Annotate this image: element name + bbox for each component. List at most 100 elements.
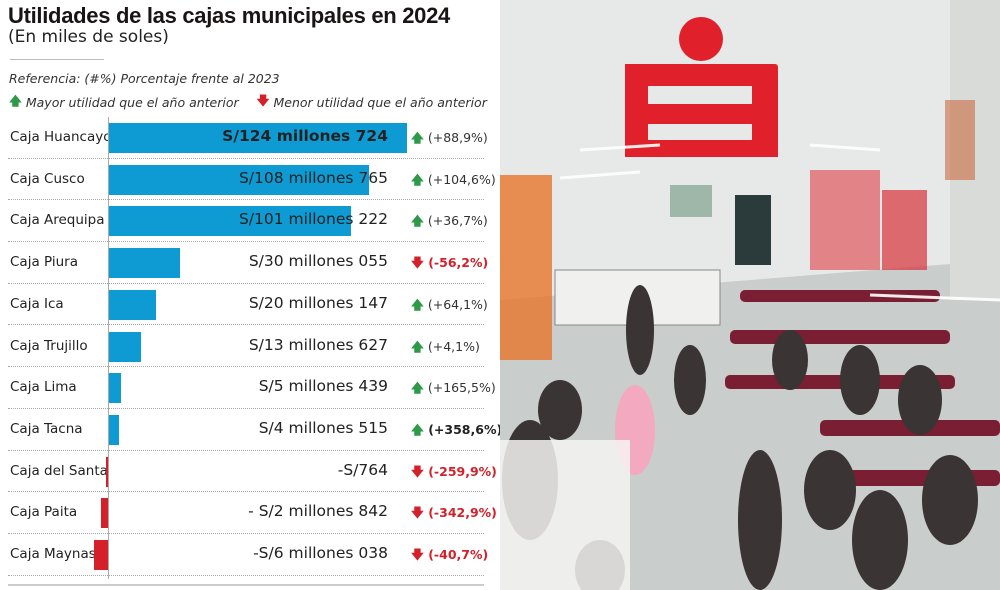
- change-label: 🡅 (+36,7%): [411, 212, 488, 233]
- row-separator: [8, 157, 484, 159]
- arrow-down-icon: 🡇: [411, 547, 424, 562]
- row-separator: [8, 491, 484, 493]
- photo-illustration: [500, 0, 1000, 590]
- arrow-up-icon: 🡅: [411, 130, 424, 145]
- category-label: Caja Maynas: [10, 546, 96, 562]
- bar-row: Caja del Santa -S/764 🡇 (-259,9%): [0, 451, 497, 493]
- bar: [108, 373, 122, 404]
- value-label: -S/764: [337, 460, 388, 479]
- change-label: 🡅 (+104,6%): [411, 171, 496, 192]
- value-label: S/5 millones 439: [258, 377, 388, 396]
- bank-logo: [625, 17, 778, 157]
- bar-row: Caja Piura S/30 millones 055 🡇 (-56,2%): [0, 242, 488, 284]
- row-separator: [8, 532, 484, 534]
- category-label: Caja Tacna: [10, 420, 83, 437]
- change-value: (+36,7%): [427, 213, 488, 229]
- arrow-up-icon: 🡅: [411, 338, 424, 354]
- bottom-rule: [8, 584, 484, 586]
- bar: [101, 498, 108, 529]
- value-label: -S/6 millones 038: [253, 544, 388, 562]
- change-label: 🡅 (+165,5%): [411, 379, 496, 400]
- legend-up-label: Mayor utilidad que el año anterior: [25, 95, 239, 110]
- row-separator: [8, 324, 484, 326]
- change-label: 🡅 (+88,9%): [411, 129, 488, 150]
- bar-row: Caja Tacna S/4 millones 515 🡅 (+358,6%): [0, 409, 502, 451]
- bar-row: Caja Ica S/20 millones 147 🡅 (+64,1%): [0, 284, 488, 326]
- bar: [108, 206, 351, 237]
- change-value: (-342,9%): [428, 505, 497, 521]
- divider: [10, 59, 104, 60]
- category-label: Caja Arequipa: [10, 212, 105, 229]
- value-label: S/101 millones 222: [238, 210, 388, 229]
- bar: [108, 414, 119, 445]
- bar-row: Caja Arequipa S/101 millones 222 🡅 (+36,…: [0, 200, 488, 243]
- reference-note: Referencia: (#%) Porcentaje frente al 20…: [9, 71, 280, 86]
- bar: [106, 456, 108, 487]
- change-value: (+88,9%): [427, 130, 488, 145]
- arrow-up-icon: 🡅: [411, 380, 424, 396]
- row-separator: [8, 282, 484, 284]
- change-label: 🡇 (-259,9%): [411, 463, 497, 484]
- change-value: (-40,7%): [428, 547, 489, 562]
- category-label: Caja Piura: [10, 254, 78, 271]
- legend-down-label: Menor utilidad que el año anterior: [273, 95, 487, 110]
- bar: [108, 331, 141, 362]
- arrow-up-icon: 🡅: [411, 171, 424, 187]
- value-label: S/13 millones 627: [248, 335, 388, 354]
- change-label: 🡅 (+64,1%): [411, 296, 488, 317]
- arrow-up-icon: 🡅: [411, 213, 424, 229]
- row-separator: [8, 241, 484, 243]
- arrow-down-icon: 🡇: [256, 93, 270, 108]
- arrow-up-icon: 🡅: [411, 421, 424, 437]
- bar-row: Caja Paita - S/2 millones 842 🡇 (-342,9%…: [0, 492, 497, 534]
- row-separator: [8, 449, 484, 451]
- value-label: S/4 millones 515: [258, 418, 388, 437]
- bar: [93, 540, 108, 570]
- category-label: Caja Ica: [10, 295, 64, 312]
- change-value: (-259,9%): [428, 463, 497, 479]
- chart-title: Utilidades de las cajas municipales en 2…: [8, 3, 450, 28]
- row-separator: [8, 574, 484, 576]
- bar: [108, 248, 181, 279]
- chart-panel: Utilidades de las cajas municipales en 2…: [0, 3, 503, 586]
- change-value: (-56,2%): [428, 255, 489, 271]
- arrow-up-icon: 🡅: [411, 296, 424, 312]
- row-separator: [8, 407, 484, 409]
- change-value: (+104,6%): [427, 171, 496, 187]
- category-label: Caja Lima: [10, 379, 77, 396]
- value-label: - S/2 millones 842: [248, 502, 388, 521]
- arrow-down-icon: 🡇: [411, 255, 424, 271]
- legend: 🡅 Mayor utilidad que el año anterior 🡇 M…: [9, 92, 487, 113]
- change-value: (+165,5%): [427, 380, 496, 396]
- bar-row: Caja Maynas -S/6 millones 038 🡇 (-40,7%): [0, 534, 488, 576]
- change-label: 🡇 (-40,7%): [411, 546, 488, 567]
- arrow-up-icon: 🡅: [9, 93, 22, 108]
- bar-row: Caja Trujillo S/13 millones 627 🡅 (+4,1%…: [0, 326, 484, 368]
- category-label: Caja Paita: [10, 504, 78, 521]
- chart-subtitle: (En miles de soles): [8, 27, 169, 47]
- change-label: 🡇 (-342,9%): [411, 504, 497, 525]
- bar: [108, 289, 157, 320]
- value-label: S/108 millones 765: [238, 168, 388, 187]
- value-label: S/124 millones 724: [222, 127, 388, 145]
- value-label: S/30 millones 055: [248, 252, 388, 271]
- row-separator: [8, 366, 484, 368]
- category-label: Caja Cusco: [10, 170, 85, 187]
- arrow-down-icon: 🡇: [411, 463, 424, 479]
- zero-axis: [108, 117, 109, 579]
- bar-row: Caja Cusco S/108 millones 765 🡅 (+104,6%…: [0, 159, 496, 201]
- category-label: Caja del Santa: [10, 462, 108, 479]
- change-label: 🡅 (+358,6%): [411, 421, 502, 442]
- category-label: Caja Huancayo: [10, 129, 112, 145]
- bar-row: Caja Huancayo S/124 millones 724 🡅 (+88,…: [0, 117, 488, 159]
- bar: [108, 164, 369, 195]
- bank-branch-photo: [500, 0, 1000, 590]
- category-label: Caja Trujillo: [10, 337, 88, 354]
- change-value: (+4,1%): [427, 338, 480, 354]
- change-label: 🡅 (+4,1%): [411, 338, 480, 359]
- bar-row: Caja Lima S/5 millones 439 🡅 (+165,5%): [0, 367, 496, 409]
- change-label: 🡇 (-56,2%): [411, 254, 488, 275]
- bar: [108, 123, 407, 153]
- change-value: (+358,6%): [428, 421, 503, 437]
- value-label: S/20 millones 147: [248, 293, 388, 312]
